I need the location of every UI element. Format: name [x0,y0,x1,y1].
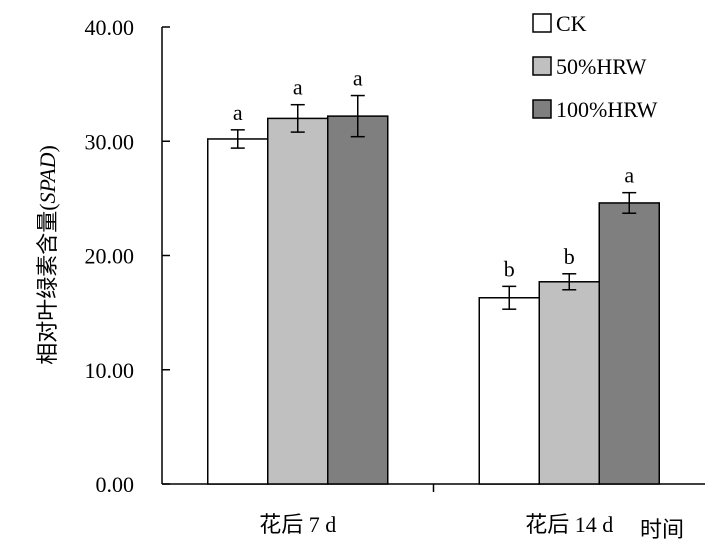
significance-letter: a [233,100,243,125]
y-axis-title-main: 相对叶绿素含量 [35,211,60,365]
legend-swatch [532,56,552,76]
legend-swatch [532,13,552,33]
bar [267,117,329,485]
legend-label: 100%HRW [556,97,658,122]
y-axis-title: 相对叶绿素含量(SPAD) [35,145,60,365]
x-tick-label: 花后 7 d [259,512,336,537]
significance-letter: a [293,75,303,100]
legend-swatch [532,99,552,119]
significance-letter: a [624,163,634,188]
bars [207,115,660,485]
y-tick-label: 30.00 [85,129,135,154]
x-axis-title: 时间 [640,517,684,542]
significance-letter: a [353,66,363,91]
y-tick-label: 10.00 [85,358,135,383]
significance-letters: a a a b b a [233,66,635,282]
significance-letter: b [564,244,575,269]
y-axis-title-paren-close: ) [35,145,60,152]
x-tick-label: 花后 14 d [525,512,613,537]
legend-label: CK [556,11,587,36]
y-tick-label: 0.00 [96,472,135,497]
y-ticks: 0.00 10.00 20.00 30.00 40.00 [85,15,170,497]
error-bars [230,94,637,310]
bar [327,115,389,485]
y-axis-title-paren-open: ( [35,203,60,210]
y-tick-label: 40.00 [85,15,135,40]
significance-letter: b [504,256,515,281]
legend: CK 50%HRW 100%HRW [532,11,658,122]
bar [598,202,660,485]
x-tick-labels: 花后 7 d 花后 14 d [259,512,613,537]
legend-label: 50%HRW [556,54,647,79]
bar [478,297,540,485]
y-tick-label: 20.00 [85,244,135,269]
bar [207,138,269,485]
bar [538,281,600,485]
y-axis-title-unit: SPAD [35,152,60,203]
